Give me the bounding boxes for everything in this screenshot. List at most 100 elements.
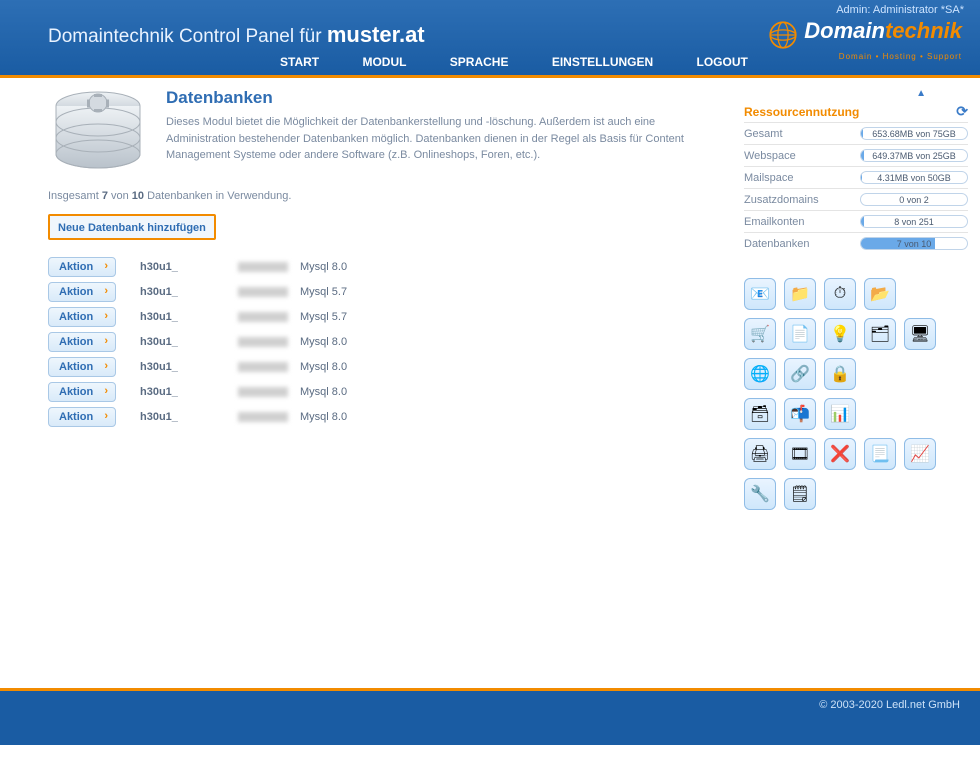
resource-label: Webspace	[744, 150, 796, 162]
action-button[interactable]: Aktion	[48, 382, 116, 402]
quick-icon[interactable]: 📬	[784, 398, 816, 430]
resource-bar: 0 von 2	[860, 193, 968, 206]
db-name: h30u1_	[140, 286, 250, 298]
table-row: Aktion h30u1_ Mysql 8.0	[48, 379, 714, 404]
resource-row: Mailspace4.31MB von 50GB	[744, 166, 968, 188]
action-button[interactable]: Aktion	[48, 332, 116, 352]
quick-icon[interactable]: 🔒	[824, 358, 856, 390]
resources-title: Ressourcennutzung	[744, 105, 859, 119]
resource-bar: 8 von 251	[860, 215, 968, 228]
quick-icon[interactable]: 🖥	[904, 318, 936, 350]
table-row: Aktion h30u1_ Mysql 8.0	[48, 354, 714, 379]
quick-icon[interactable]: 📃	[864, 438, 896, 470]
quick-icon[interactable]: 📧	[744, 278, 776, 310]
quick-icon[interactable]: ❌	[824, 438, 856, 470]
resource-row: Emailkonten 8 von 251	[744, 210, 968, 232]
add-database-button[interactable]: Neue Datenbank hinzufügen	[48, 214, 216, 240]
db-name: h30u1_	[140, 311, 250, 323]
main-nav: START MODUL SPRACHE EINSTELLUNGEN LOGOUT	[280, 55, 788, 69]
db-name: h30u1_	[140, 411, 250, 423]
action-button[interactable]: Aktion	[48, 282, 116, 302]
collapse-toggle-icon[interactable]: ▲	[744, 88, 968, 99]
nav-start[interactable]: START	[280, 55, 319, 69]
quick-icon[interactable]: 🖨	[744, 438, 776, 470]
resource-value: 4.31MB von 50GB	[877, 173, 951, 183]
db-name: h30u1_	[140, 336, 250, 348]
quick-icon[interactable]: 🛒	[744, 318, 776, 350]
db-version: Mysql 8.0	[300, 361, 347, 373]
globe-icon	[766, 18, 800, 52]
quick-icon[interactable]: 📊	[824, 398, 856, 430]
admin-label[interactable]: Admin: Administrator *SA*	[836, 4, 964, 16]
resource-value: 0 von 2	[899, 195, 929, 205]
resource-bar: 4.31MB von 50GB	[860, 171, 968, 184]
quick-icon[interactable]: 🌐	[744, 358, 776, 390]
resource-value: 653.68MB von 75GB	[872, 129, 956, 139]
quick-icon[interactable]: 💡	[824, 318, 856, 350]
db-name-redacted	[238, 337, 288, 347]
quick-icon[interactable]: 🎞	[784, 438, 816, 470]
resource-row: Webspace 649.37MB von 25GB	[744, 144, 968, 166]
nav-modul[interactable]: MODUL	[362, 55, 406, 69]
db-version: Mysql 8.0	[300, 261, 347, 273]
table-row: Aktion h30u1_ Mysql 8.0	[48, 404, 714, 429]
resource-label: Datenbanken	[744, 238, 809, 250]
db-name-redacted	[238, 362, 288, 372]
quick-icon[interactable]: 🗒	[784, 478, 816, 510]
resource-bar: 653.68MB von 75GB	[860, 127, 968, 140]
action-button[interactable]: Aktion	[48, 257, 116, 277]
db-name-redacted	[238, 312, 288, 322]
db-name-redacted	[238, 287, 288, 297]
nav-logout[interactable]: LOGOUT	[697, 55, 748, 69]
content-area: Datenbanken Dieses Modul bietet die Mögl…	[48, 88, 744, 688]
quick-icon[interactable]: 🔗	[784, 358, 816, 390]
db-name-redacted	[238, 387, 288, 397]
quick-icon[interactable]: 🗂	[864, 318, 896, 350]
footer: © 2003-2020 Ledl.net GmbH	[0, 691, 980, 745]
action-button[interactable]: Aktion	[48, 307, 116, 327]
quick-icon[interactable]: 🔧	[744, 478, 776, 510]
resource-value: 7 von 10	[897, 239, 932, 249]
resource-value: 8 von 251	[894, 217, 934, 227]
sidebar: ▲ Ressourcennutzung ⟳ Gesamt 653.68MB von…	[744, 88, 968, 688]
db-name: h30u1_	[140, 261, 250, 273]
db-name-redacted	[238, 412, 288, 422]
resource-bar: 649.37MB von 25GB	[860, 149, 968, 162]
db-name: h30u1_	[140, 386, 250, 398]
db-version: Mysql 8.0	[300, 411, 347, 423]
resource-row: Datenbanken 7 von 10	[744, 232, 968, 254]
quick-icon-grid: 📧📁⏱📂 🛒📄💡🗂🖥 🌐🔗🔒 🗃📬📊 🖨🎞❌📃📈 🔧🗒	[744, 278, 968, 510]
table-row: Aktion h30u1_ Mysql 8.0	[48, 329, 714, 354]
quick-icon[interactable]: 📁	[784, 278, 816, 310]
action-button[interactable]: Aktion	[48, 357, 116, 377]
nav-sprache[interactable]: SPRACHE	[450, 55, 509, 69]
db-name-redacted	[238, 262, 288, 272]
db-version: Mysql 8.0	[300, 386, 347, 398]
nav-einstellungen[interactable]: EINSTELLUNGEN	[552, 55, 653, 69]
copyright: © 2003-2020 Ledl.net GmbH	[819, 699, 960, 711]
module-title: Datenbanken	[166, 88, 714, 108]
quick-icon[interactable]: 📈	[904, 438, 936, 470]
db-version: Mysql 8.0	[300, 336, 347, 348]
resource-value: 649.37MB von 25GB	[872, 151, 956, 161]
header: Admin: Administrator *SA* Domaintechnik …	[0, 0, 980, 78]
quick-icon[interactable]: 📄	[784, 318, 816, 350]
resource-row: Zusatzdomains0 von 2	[744, 188, 968, 210]
refresh-icon[interactable]: ⟳	[956, 103, 968, 120]
database-list: Aktion h30u1_ Mysql 8.0 Aktion h30u1_ Mysql 5…	[48, 254, 714, 429]
resource-label: Emailkonten	[744, 216, 805, 228]
quick-icon[interactable]: 📂	[864, 278, 896, 310]
db-version: Mysql 5.7	[300, 311, 347, 323]
db-version: Mysql 5.7	[300, 286, 347, 298]
db-name: h30u1_	[140, 361, 250, 373]
brand-logo[interactable]: Domaintechnik Domain • Hosting • Support	[766, 18, 962, 61]
table-row: Aktion h30u1_ Mysql 5.7	[48, 279, 714, 304]
resource-label: Gesamt	[744, 128, 783, 140]
table-row: Aktion h30u1_ Mysql 5.7	[48, 304, 714, 329]
resource-bar: 7 von 10	[860, 237, 968, 250]
quick-icon[interactable]: 🗃	[744, 398, 776, 430]
table-row: Aktion h30u1_ Mysql 8.0	[48, 254, 714, 279]
quick-icon[interactable]: ⏱	[824, 278, 856, 310]
action-button[interactable]: Aktion	[48, 407, 116, 427]
module-desc: Dieses Modul bietet die Möglichkeit der …	[166, 114, 714, 164]
